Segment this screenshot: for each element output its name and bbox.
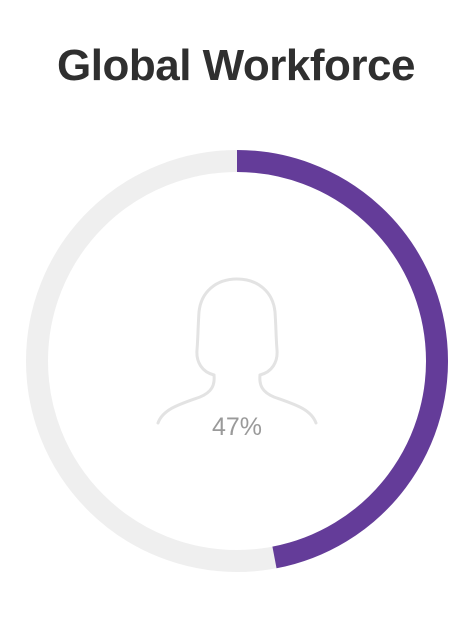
chart-title: Global Workforce — [57, 41, 415, 90]
percentage-label: 47% — [212, 413, 262, 441]
woman-silhouette-icon — [156, 277, 318, 425]
ring-progress-arc — [236, 150, 448, 569]
